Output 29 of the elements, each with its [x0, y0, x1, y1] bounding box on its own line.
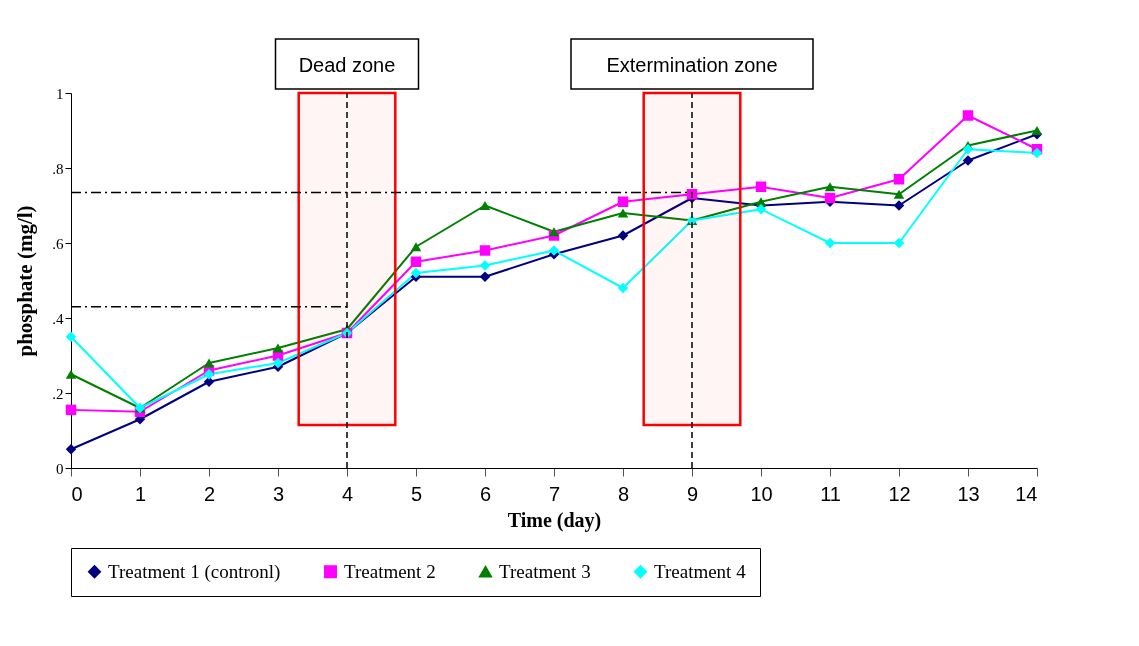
- x-tick-label: 4: [341, 482, 354, 505]
- x-tick-label: 6: [479, 482, 492, 505]
- y-tick-label: .8: [52, 160, 64, 177]
- x-tick-label: 1: [134, 482, 147, 505]
- legend-label: Treatment 4: [654, 560, 747, 582]
- band-label: Dead zone: [298, 54, 396, 76]
- x-tick-label: 13: [957, 482, 980, 505]
- x-tick-label: 8: [617, 482, 630, 505]
- legend-label: Treatment 2: [344, 560, 436, 582]
- y-tick-label: 0: [56, 460, 64, 477]
- x-tick-label: 14: [1015, 482, 1038, 505]
- legend-label: Treatment 1 (contronl): [108, 560, 281, 583]
- x-tick-label: 9: [686, 482, 699, 505]
- y-tick-label: .2: [52, 385, 64, 402]
- x-axis-title: Time (day): [507, 508, 602, 532]
- band-label: Extermination zone: [606, 54, 778, 76]
- x-tick-label: 0: [71, 482, 83, 505]
- x-tick-label: 5: [410, 482, 423, 505]
- x-tick-label: 3: [272, 482, 285, 505]
- x-tick-label: 10: [750, 482, 773, 505]
- x-tick-label: 2: [203, 482, 216, 505]
- y-axis-title: phosphate (mg/l): [13, 205, 38, 357]
- x-tick-label: 11: [820, 482, 841, 505]
- y-tick-label: .4: [52, 310, 64, 327]
- y-tick-label: 1: [56, 85, 64, 102]
- y-tick-label: .6: [52, 235, 64, 252]
- x-tick-label: 7: [548, 482, 561, 505]
- x-tick-label: 12: [888, 482, 911, 505]
- legend-label: Treatment 3: [499, 560, 591, 582]
